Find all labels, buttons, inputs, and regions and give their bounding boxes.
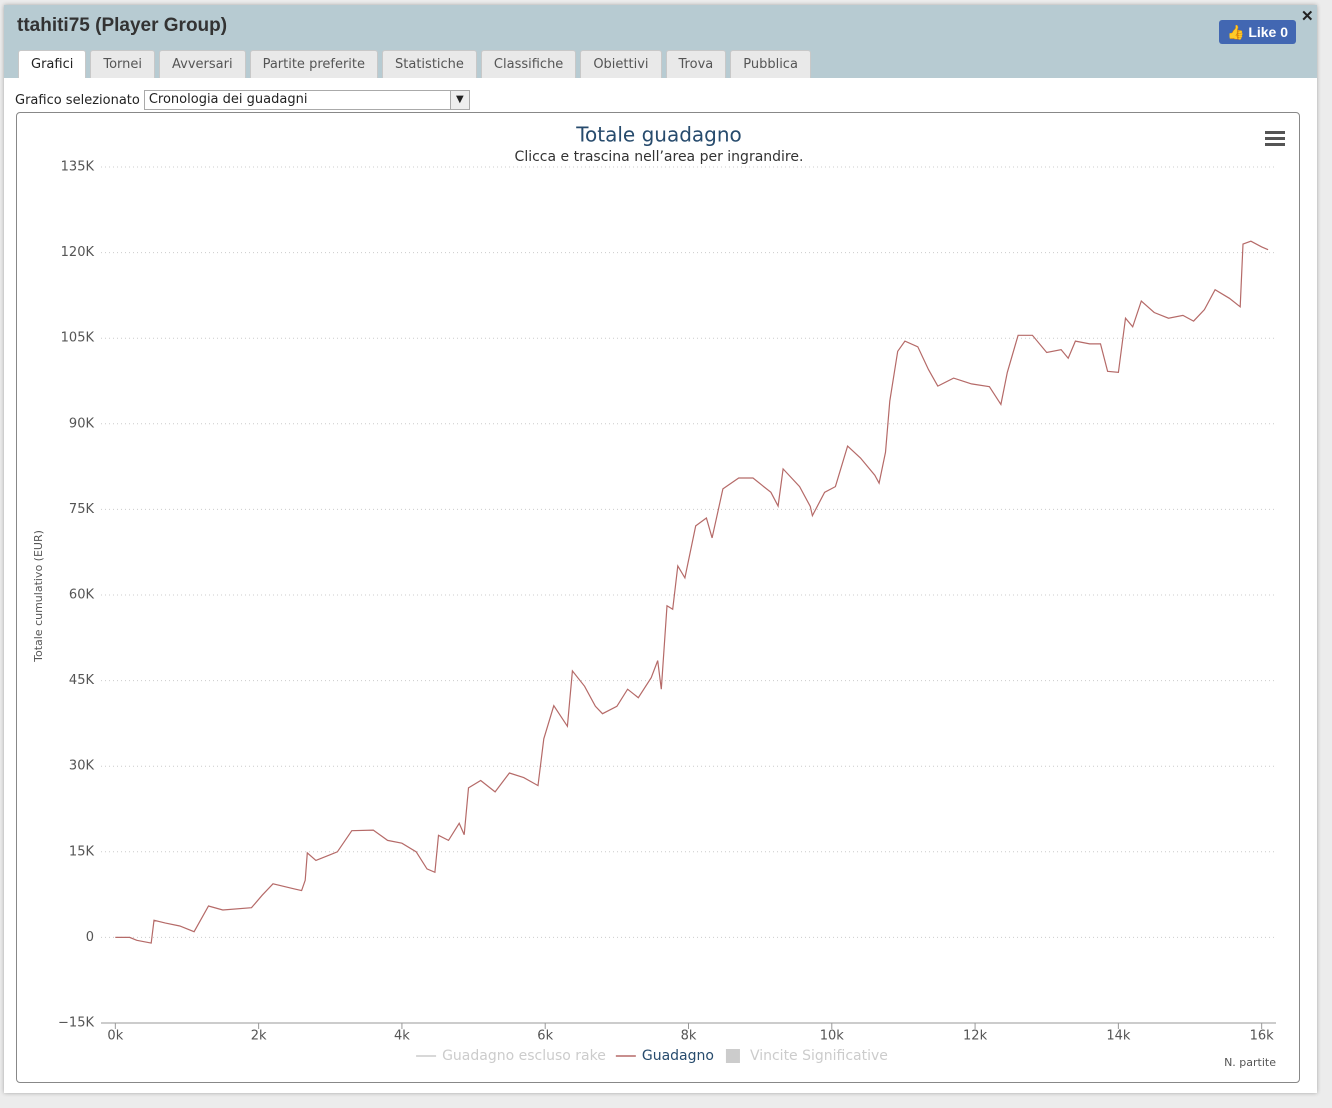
window-title: ttahiti75 (Player Group)	[17, 15, 228, 36]
selected-value: Cronologia dei guadagni	[148, 92, 308, 107]
chart-title: Totale guadagno	[575, 123, 742, 147]
x-tick-label: 12k	[963, 1029, 988, 1044]
x-tick-label: 8k	[681, 1029, 697, 1044]
x-tick-label: 14k	[1106, 1029, 1131, 1044]
legend: Guadagno escluso rake Guadagno Vincite Sig…	[416, 1048, 888, 1064]
header-bar: ttahiti75 (Player Group) Grafici Tornei Av…	[4, 5, 1317, 78]
like-button[interactable]: 👍 Like 0	[1219, 20, 1296, 44]
y-tick-label: 75K	[69, 502, 95, 517]
tab[interactable]: Classifiche	[480, 50, 577, 78]
like-count: 0	[1280, 24, 1289, 40]
legend-item[interactable]: Guadagno escluso rake	[416, 1048, 606, 1064]
data-line	[115, 240, 1269, 944]
y-tick-label: 90K	[69, 416, 95, 431]
y-tick-label: 45K	[69, 673, 95, 688]
select-box[interactable]: Cronologia dei guadagni ▼	[143, 90, 470, 110]
y-tick-label: 120K	[61, 245, 95, 260]
y-tick-label: 15K	[69, 844, 95, 859]
x-axis-label: N. partite	[1224, 1056, 1276, 1069]
like-label: Like	[1248, 24, 1277, 40]
tab[interactable]: Statistiche	[382, 50, 477, 78]
y-axis-label: Totale cumulativo (EUR)	[32, 530, 45, 663]
tab[interactable]: Tornei	[90, 50, 155, 78]
y-tick-label: 0	[86, 930, 94, 945]
legend-label: Guadagno escluso rake	[442, 1048, 606, 1064]
y-tick-label: 60K	[69, 588, 95, 603]
tab[interactable]: Partite preferite	[249, 50, 379, 78]
chart-selector: Grafico selezionato Cronologia dei guada…	[15, 90, 470, 110]
tab[interactable]: Obiettivi	[580, 50, 662, 78]
close-button[interactable]: ✕	[1301, 8, 1314, 25]
x-tick-label: 10k	[820, 1029, 845, 1044]
menu-button[interactable]	[1265, 131, 1285, 146]
y-tick-label: 30K	[69, 759, 95, 774]
x-tick-label: 16k	[1250, 1029, 1275, 1044]
chart: Totale guadagno Clicca e trascina nell’a…	[16, 112, 1300, 1083]
legend-label: Guadagno	[642, 1048, 714, 1064]
tab[interactable]: Grafici	[18, 50, 87, 78]
selector-label: Grafico selezionato	[15, 92, 140, 108]
legend-symbol	[725, 1049, 740, 1063]
tab[interactable]: Pubblica	[730, 50, 811, 78]
x-tick-label: 2k	[251, 1029, 267, 1044]
x-tick-label: 4k	[394, 1029, 410, 1044]
y-tick-label: 135K	[61, 160, 95, 175]
chart-subtitle: Clicca e trascina nell’area per ingrandi…	[515, 149, 804, 165]
legend-label: Vincite Significative	[750, 1048, 888, 1064]
x-tick-label: 0k	[107, 1029, 123, 1044]
y-tick-label: −15K	[58, 1016, 94, 1031]
legend-item[interactable]: Vincite Significative	[725, 1048, 888, 1064]
x-tick-label: 6k	[537, 1029, 553, 1044]
y-tick-label: 105K	[61, 331, 95, 346]
legend-item[interactable]: Guadagno	[615, 1048, 714, 1064]
tab[interactable]: Trova	[665, 50, 727, 78]
tab[interactable]: Avversari	[159, 50, 246, 78]
tab-bar: Grafici Tornei Avversari Partite preferite S…	[18, 50, 811, 78]
